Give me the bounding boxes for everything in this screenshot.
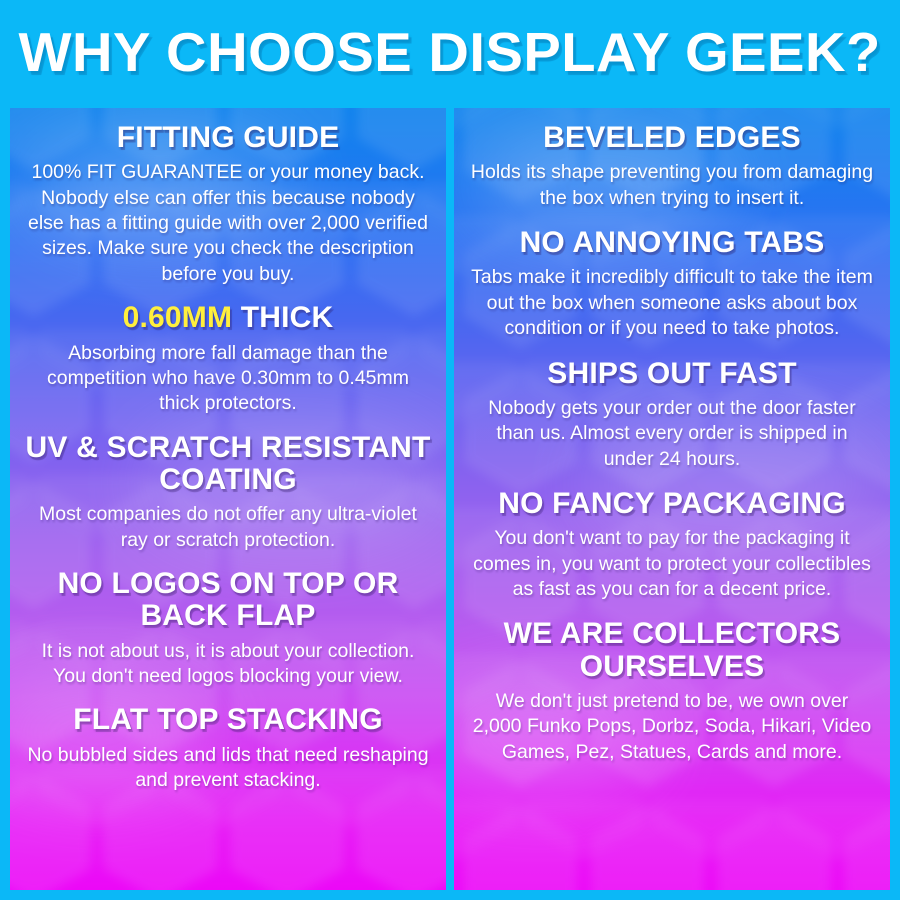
feature-columns: FITTING GUIDE 100% FIT GUARANTEE or your… xyxy=(10,108,890,890)
feature-uv-scratch-coating: UV & SCRATCH RESISTANT COATING Most comp… xyxy=(24,430,432,553)
feature-ships-out-fast: SHIPS OUT FAST Nobody gets your order ou… xyxy=(468,356,876,472)
feature-title: BEVELED EDGES xyxy=(543,121,801,154)
feature-body: Most companies do not offer any ultra-vi… xyxy=(39,503,417,551)
header-banner: WHY CHOOSE DISPLAY GEEK? xyxy=(0,0,900,104)
feature-no-logos: NO LOGOS ON TOP OR BACK FLAP It is not a… xyxy=(24,567,432,689)
feature-body: It is not about us, it is about your col… xyxy=(41,639,415,688)
feature-title-rest: THICK xyxy=(232,301,334,335)
feature-title: FITTING GUIDE xyxy=(116,121,340,154)
feature-title-highlight: 0.60MM xyxy=(122,301,233,335)
feature-fitting-guide: FITTING GUIDE 100% FIT GUARANTEE or your… xyxy=(24,121,432,287)
feature-no-fancy-packaging: NO FANCY PACKAGING You don't want to pay… xyxy=(468,486,876,602)
feature-body: We don't just pretend to be, we own over… xyxy=(472,690,872,763)
feature-title: NO ANNOYING TABS xyxy=(519,226,825,260)
page-title: WHY CHOOSE DISPLAY GEEK? xyxy=(18,20,882,83)
feature-title: UV & SCRATCH RESISTANT COATING xyxy=(25,430,431,496)
feature-we-are-collectors: WE ARE COLLECTORS OURSELVES We don't jus… xyxy=(468,618,876,765)
feature-body: 100% FIT GUARANTEE or your money back. N… xyxy=(28,161,428,285)
feature-beveled-edges: BEVELED EDGES Holds its shape preventing… xyxy=(468,121,876,211)
feature-body: Holds its shape preventing you from dama… xyxy=(470,161,874,209)
left-feature-panel: FITTING GUIDE 100% FIT GUARANTEE or your… xyxy=(10,108,446,890)
feature-body: Tabs make it incredibly difficult to tak… xyxy=(471,266,873,340)
feature-title: NO LOGOS ON TOP OR BACK FLAP xyxy=(57,567,399,633)
feature-no-annoying-tabs: NO ANNOYING TABS Tabs make it incredibly… xyxy=(468,226,876,341)
feature-flat-top-stacking: FLAT TOP STACKING No bubbled sides and l… xyxy=(24,704,432,793)
feature-title: FLAT TOP STACKING xyxy=(73,703,383,737)
feature-thickness: 0.60MM THICK Absorbing more fall damage … xyxy=(24,301,432,416)
feature-title: 0.60MM THICK xyxy=(24,301,432,335)
feature-title: NO FANCY PACKAGING xyxy=(498,486,846,520)
right-feature-panel: BEVELED EDGES Holds its shape preventing… xyxy=(454,108,890,890)
feature-title: SHIPS OUT FAST xyxy=(547,356,797,390)
feature-body: No bubbled sides and lids that need resh… xyxy=(27,743,429,792)
feature-body: Absorbing more fall damage than the comp… xyxy=(46,341,409,415)
feature-body: Nobody gets your order out the door fast… xyxy=(488,396,856,470)
feature-title: WE ARE COLLECTORS OURSELVES xyxy=(503,617,841,683)
feature-body: You don't want to pay for the packaging … xyxy=(473,527,871,600)
